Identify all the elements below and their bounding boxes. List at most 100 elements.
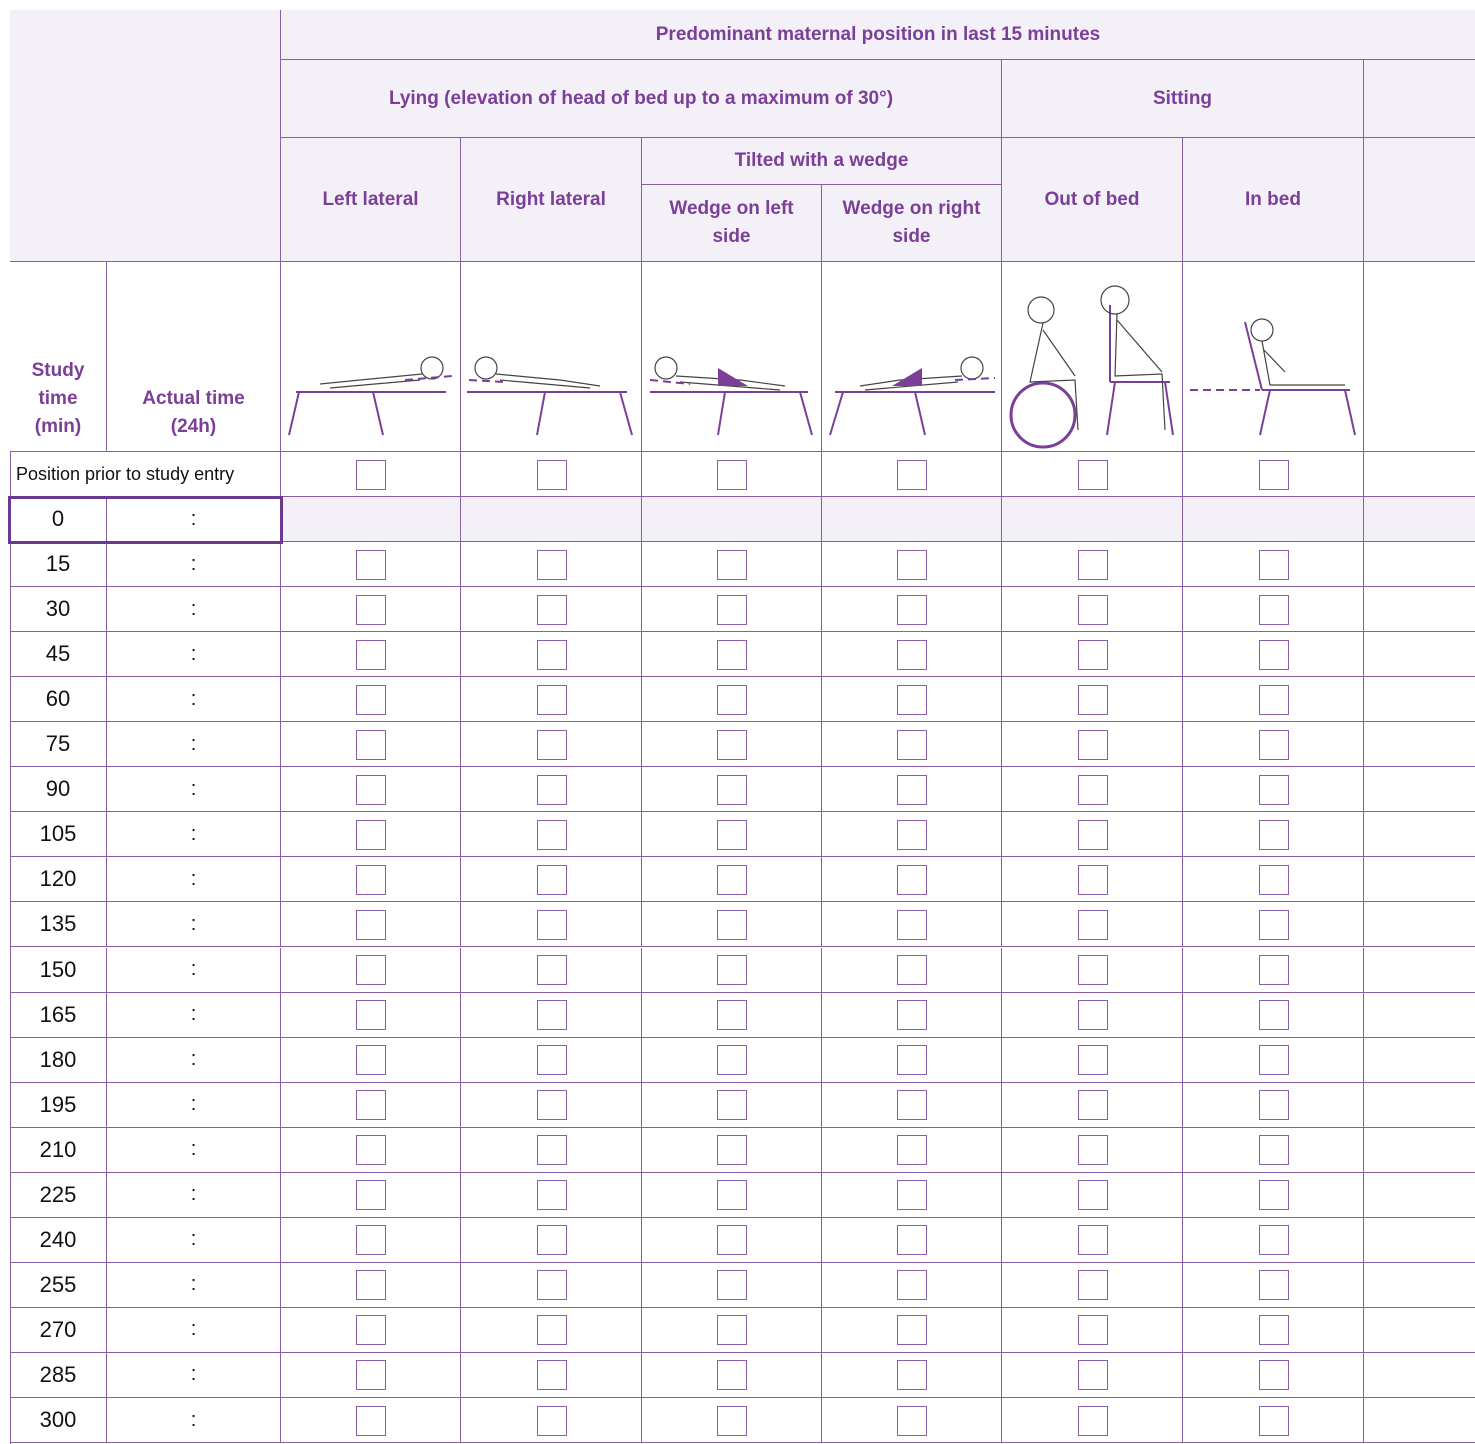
checkbox[interactable] xyxy=(1078,1090,1108,1120)
checkbox[interactable] xyxy=(1259,1045,1289,1075)
checkbox[interactable] xyxy=(717,685,747,715)
checkbox[interactable] xyxy=(1078,1225,1108,1255)
checkbox[interactable] xyxy=(897,1135,927,1165)
checkbox[interactable] xyxy=(356,865,386,895)
checkbox[interactable] xyxy=(537,775,567,805)
checkbox[interactable] xyxy=(717,730,747,760)
checkbox[interactable] xyxy=(1078,1180,1108,1210)
checkbox[interactable] xyxy=(1078,1360,1108,1390)
checkbox[interactable] xyxy=(356,1000,386,1030)
checkbox[interactable] xyxy=(356,685,386,715)
checkbox[interactable] xyxy=(1078,865,1108,895)
checkbox[interactable] xyxy=(537,460,567,490)
checkbox[interactable] xyxy=(1078,1270,1108,1300)
checkbox[interactable] xyxy=(537,1000,567,1030)
checkbox[interactable] xyxy=(1259,820,1289,850)
checkbox[interactable] xyxy=(717,1090,747,1120)
checkbox[interactable] xyxy=(717,640,747,670)
checkbox[interactable] xyxy=(717,955,747,985)
checkbox[interactable] xyxy=(897,1000,927,1030)
checkbox[interactable] xyxy=(717,865,747,895)
checkbox[interactable] xyxy=(356,910,386,940)
checkbox[interactable] xyxy=(1078,640,1108,670)
checkbox[interactable] xyxy=(1259,1090,1289,1120)
checkbox[interactable] xyxy=(717,1270,747,1300)
checkbox[interactable] xyxy=(717,1406,747,1436)
checkbox[interactable] xyxy=(717,1180,747,1210)
checkbox[interactable] xyxy=(537,1090,567,1120)
checkbox[interactable] xyxy=(897,1180,927,1210)
checkbox[interactable] xyxy=(356,1315,386,1345)
checkbox[interactable] xyxy=(897,1225,927,1255)
checkbox[interactable] xyxy=(717,820,747,850)
checkbox[interactable] xyxy=(1259,550,1289,580)
checkbox[interactable] xyxy=(897,640,927,670)
checkbox[interactable] xyxy=(1078,1406,1108,1436)
checkbox[interactable] xyxy=(717,1000,747,1030)
checkbox[interactable] xyxy=(1259,640,1289,670)
checkbox[interactable] xyxy=(717,1045,747,1075)
checkbox[interactable] xyxy=(537,1135,567,1165)
checkbox[interactable] xyxy=(1259,1360,1289,1390)
checkbox[interactable] xyxy=(1078,1045,1108,1075)
checkbox[interactable] xyxy=(897,955,927,985)
checkbox[interactable] xyxy=(537,1225,567,1255)
checkbox[interactable] xyxy=(897,460,927,490)
checkbox[interactable] xyxy=(897,1406,927,1436)
checkbox[interactable] xyxy=(537,640,567,670)
checkbox[interactable] xyxy=(356,1406,386,1436)
checkbox[interactable] xyxy=(717,910,747,940)
checkbox[interactable] xyxy=(897,865,927,895)
checkbox[interactable] xyxy=(897,1315,927,1345)
checkbox[interactable] xyxy=(356,1045,386,1075)
checkbox[interactable] xyxy=(897,685,927,715)
checkbox[interactable] xyxy=(897,1270,927,1300)
checkbox[interactable] xyxy=(1259,1315,1289,1345)
checkbox[interactable] xyxy=(537,865,567,895)
checkbox[interactable] xyxy=(717,460,747,490)
checkbox[interactable] xyxy=(356,1360,386,1390)
checkbox[interactable] xyxy=(537,910,567,940)
checkbox[interactable] xyxy=(897,775,927,805)
checkbox[interactable] xyxy=(537,1270,567,1300)
checkbox[interactable] xyxy=(897,550,927,580)
checkbox[interactable] xyxy=(897,1090,927,1120)
checkbox[interactable] xyxy=(1078,685,1108,715)
checkbox[interactable] xyxy=(1078,820,1108,850)
checkbox[interactable] xyxy=(356,550,386,580)
checkbox[interactable] xyxy=(717,1135,747,1165)
checkbox[interactable] xyxy=(537,1045,567,1075)
checkbox[interactable] xyxy=(1078,955,1108,985)
checkbox[interactable] xyxy=(537,685,567,715)
checkbox[interactable] xyxy=(1259,730,1289,760)
checkbox[interactable] xyxy=(897,730,927,760)
checkbox[interactable] xyxy=(897,1045,927,1075)
checkbox[interactable] xyxy=(1078,775,1108,805)
checkbox[interactable] xyxy=(1259,685,1289,715)
checkbox[interactable] xyxy=(537,595,567,625)
checkbox[interactable] xyxy=(717,550,747,580)
checkbox[interactable] xyxy=(1259,1406,1289,1436)
checkbox[interactable] xyxy=(1078,910,1108,940)
checkbox[interactable] xyxy=(356,460,386,490)
checkbox[interactable] xyxy=(717,775,747,805)
checkbox[interactable] xyxy=(897,595,927,625)
checkbox[interactable] xyxy=(717,1225,747,1255)
checkbox[interactable] xyxy=(356,775,386,805)
checkbox[interactable] xyxy=(1078,550,1108,580)
checkbox[interactable] xyxy=(897,820,927,850)
checkbox[interactable] xyxy=(537,1315,567,1345)
checkbox[interactable] xyxy=(537,820,567,850)
checkbox[interactable] xyxy=(537,1180,567,1210)
checkbox[interactable] xyxy=(1078,730,1108,760)
checkbox[interactable] xyxy=(717,1360,747,1390)
checkbox[interactable] xyxy=(537,730,567,760)
checkbox[interactable] xyxy=(537,550,567,580)
checkbox[interactable] xyxy=(1078,1135,1108,1165)
checkbox[interactable] xyxy=(537,955,567,985)
checkbox[interactable] xyxy=(1259,1000,1289,1030)
checkbox[interactable] xyxy=(356,595,386,625)
checkbox[interactable] xyxy=(1259,910,1289,940)
checkbox[interactable] xyxy=(356,640,386,670)
checkbox[interactable] xyxy=(1259,1270,1289,1300)
